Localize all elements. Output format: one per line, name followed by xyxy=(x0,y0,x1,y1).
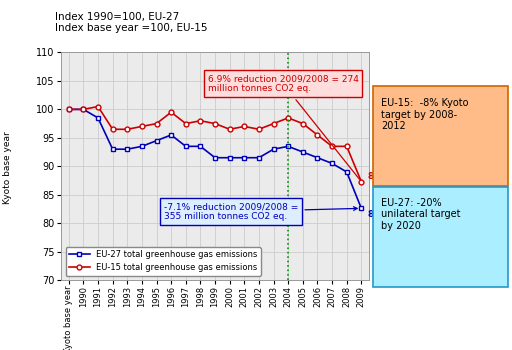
EU-27 total greenhouse gas emissions xyxy=(314,156,321,160)
EU-15 total greenhouse gas emissions xyxy=(314,133,321,137)
Text: EU-27: -20%
unilateral target
by 2020: EU-27: -20% unilateral target by 2020 xyxy=(381,198,461,231)
EU-15 total greenhouse gas emissions xyxy=(227,127,233,131)
EU-27 total greenhouse gas emissions xyxy=(139,144,145,148)
EU-15 total greenhouse gas emissions xyxy=(285,116,291,120)
EU-15 total greenhouse gas emissions xyxy=(80,107,87,111)
EU-27 total greenhouse gas emissions xyxy=(270,147,276,151)
Text: Index 1990=100, EU-27
Index base year =100, EU-15: Index 1990=100, EU-27 Index base year =1… xyxy=(55,12,208,33)
EU-27 total greenhouse gas emissions xyxy=(344,170,350,174)
EU-15 total greenhouse gas emissions xyxy=(344,144,350,148)
EU-27 total greenhouse gas emissions xyxy=(168,133,174,137)
EU-27 total greenhouse gas emissions xyxy=(80,107,87,111)
Text: -7.1% reduction 2009/2008 =
355 million tonnes CO2 eq.: -7.1% reduction 2009/2008 = 355 million … xyxy=(164,202,357,222)
EU-15 total greenhouse gas emissions xyxy=(300,121,306,126)
EU-27 total greenhouse gas emissions xyxy=(183,144,189,148)
EU-15 total greenhouse gas emissions xyxy=(124,127,131,131)
Text: 82.6: 82.6 xyxy=(367,210,389,219)
EU-15 total greenhouse gas emissions xyxy=(270,121,276,126)
EU-15 total greenhouse gas emissions xyxy=(256,127,262,131)
Text: 87.3: 87.3 xyxy=(367,172,390,181)
EU-27 total greenhouse gas emissions xyxy=(300,150,306,154)
EU-15 total greenhouse gas emissions xyxy=(212,121,218,126)
Line: EU-15 total greenhouse gas emissions: EU-15 total greenhouse gas emissions xyxy=(67,104,364,184)
EU-15 total greenhouse gas emissions xyxy=(154,121,160,126)
EU-27 total greenhouse gas emissions xyxy=(124,147,131,151)
EU-15 total greenhouse gas emissions xyxy=(241,124,247,128)
EU-27 total greenhouse gas emissions xyxy=(241,156,247,160)
EU-27 total greenhouse gas emissions xyxy=(154,139,160,143)
EU-15 total greenhouse gas emissions xyxy=(139,124,145,128)
EU-15 total greenhouse gas emissions xyxy=(110,127,116,131)
EU-27 total greenhouse gas emissions xyxy=(285,144,291,148)
Text: EU-15:  -8% Kyoto
target by 2008-
2012: EU-15: -8% Kyoto target by 2008- 2012 xyxy=(381,98,469,131)
EU-15 total greenhouse gas emissions xyxy=(66,107,72,111)
EU-15 total greenhouse gas emissions xyxy=(168,110,174,114)
EU-27 total greenhouse gas emissions xyxy=(358,206,365,210)
Text: Kyoto base year: Kyoto base year xyxy=(3,132,12,204)
Line: EU-27 total greenhouse gas emissions: EU-27 total greenhouse gas emissions xyxy=(67,107,364,211)
EU-27 total greenhouse gas emissions xyxy=(95,116,101,120)
EU-27 total greenhouse gas emissions xyxy=(212,156,218,160)
EU-27 total greenhouse gas emissions xyxy=(197,144,203,148)
EU-27 total greenhouse gas emissions xyxy=(66,107,72,111)
EU-15 total greenhouse gas emissions xyxy=(358,180,365,184)
EU-15 total greenhouse gas emissions xyxy=(329,144,335,148)
EU-15 total greenhouse gas emissions xyxy=(197,119,203,123)
EU-27 total greenhouse gas emissions xyxy=(329,161,335,166)
EU-27 total greenhouse gas emissions xyxy=(256,156,262,160)
Text: 6.9% reduction 2009/2008 = 274
million tonnes CO2 eq.: 6.9% reduction 2009/2008 = 274 million t… xyxy=(208,74,359,180)
EU-15 total greenhouse gas emissions xyxy=(183,121,189,126)
EU-15 total greenhouse gas emissions xyxy=(95,104,101,108)
EU-27 total greenhouse gas emissions xyxy=(110,147,116,151)
Legend: EU-27 total greenhouse gas emissions, EU-15 total greenhouse gas emissions: EU-27 total greenhouse gas emissions, EU… xyxy=(66,247,261,276)
EU-27 total greenhouse gas emissions xyxy=(227,156,233,160)
